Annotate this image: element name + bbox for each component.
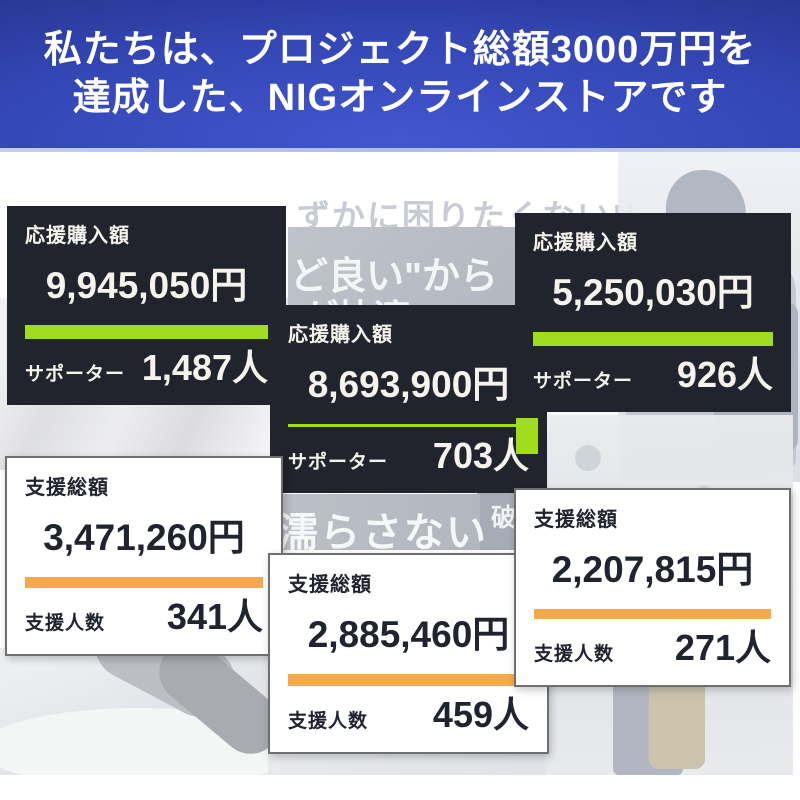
progress-bar-green	[288, 418, 538, 454]
progress-bar-notch	[516, 418, 538, 454]
amount-label: 応援購入額	[288, 324, 393, 346]
header-title-line1: 私たちは、プロジェクト総額3000万円を	[43, 29, 757, 71]
background-photo-gloves	[0, 648, 268, 775]
amount-value: 3,471,260円	[43, 517, 245, 558]
supporter-count: 703人	[432, 435, 529, 476]
support-stat-card-1: 支援総額 3,471,260円 支援人数 341人	[5, 456, 283, 656]
progress-bar-green	[25, 325, 268, 339]
background-text-fragment-break: 破	[491, 504, 517, 532]
supporter-count: 459人	[432, 694, 529, 735]
progress-bar-orange	[534, 609, 771, 619]
supporter-label: 支援人数	[288, 711, 369, 732]
background-text-fragment-wet: 濡らさない	[278, 511, 488, 555]
support-stat-card-3: 支援総額 2,207,815円 支援人数 271人	[514, 488, 791, 687]
supporter-count: 926人	[676, 354, 773, 395]
makuake-stat-card-3: 応援購入額 5,250,030円 サポーター 926人	[515, 213, 791, 412]
header-banner: 私たちは、プロジェクト総額3000万円を 達成した、NIGオンラインストアです	[0, 0, 800, 148]
amount-value: 8,693,900円	[307, 364, 510, 405]
makuake-stat-card-2: 応援購入額 8,693,900円 サポーター 703人	[270, 305, 547, 493]
progress-bar-orange	[288, 674, 529, 686]
supporter-label: 支援人数	[534, 644, 615, 665]
amount-value: 2,207,815円	[551, 549, 754, 590]
makuake-stat-card-1: 応援購入額 9,945,050円 サポーター 1,487人	[7, 206, 286, 405]
progress-bar-green	[533, 332, 773, 346]
amount-value: 9,945,050円	[45, 265, 248, 306]
supporter-count: 1,487人	[141, 347, 268, 388]
amount-label: 支援総額	[288, 574, 372, 596]
supporter-label: サポーター	[25, 364, 126, 385]
amount-label: 応援購入額	[533, 232, 638, 254]
rain-bokeh-dot	[575, 445, 601, 471]
supporter-label: サポーター	[533, 371, 634, 392]
amount-label: 応援購入額	[25, 225, 130, 247]
support-stat-card-2: 支援総額 2,885,460円 支援人数 459人	[268, 553, 549, 754]
header-divider	[0, 148, 800, 152]
supporter-count: 341人	[166, 596, 263, 637]
supporter-label: 支援人数	[25, 613, 106, 634]
background-photo-wet-banner: 濡らさない	[268, 494, 486, 555]
background-text-fragment-quote: ど良い"から	[290, 256, 499, 298]
amount-value: 5,250,030円	[552, 272, 754, 313]
background-rain-bag	[649, 677, 705, 769]
amount-label: 支援総額	[534, 509, 618, 531]
supporter-label: サポーター	[288, 452, 389, 473]
amount-value: 2,885,460円	[307, 614, 510, 655]
amount-label: 支援総額	[25, 477, 109, 499]
progress-bar-orange	[25, 577, 263, 588]
header-title-line2: 達成した、NIGオンラインストアです	[72, 77, 728, 119]
supporter-count: 271人	[674, 627, 771, 668]
